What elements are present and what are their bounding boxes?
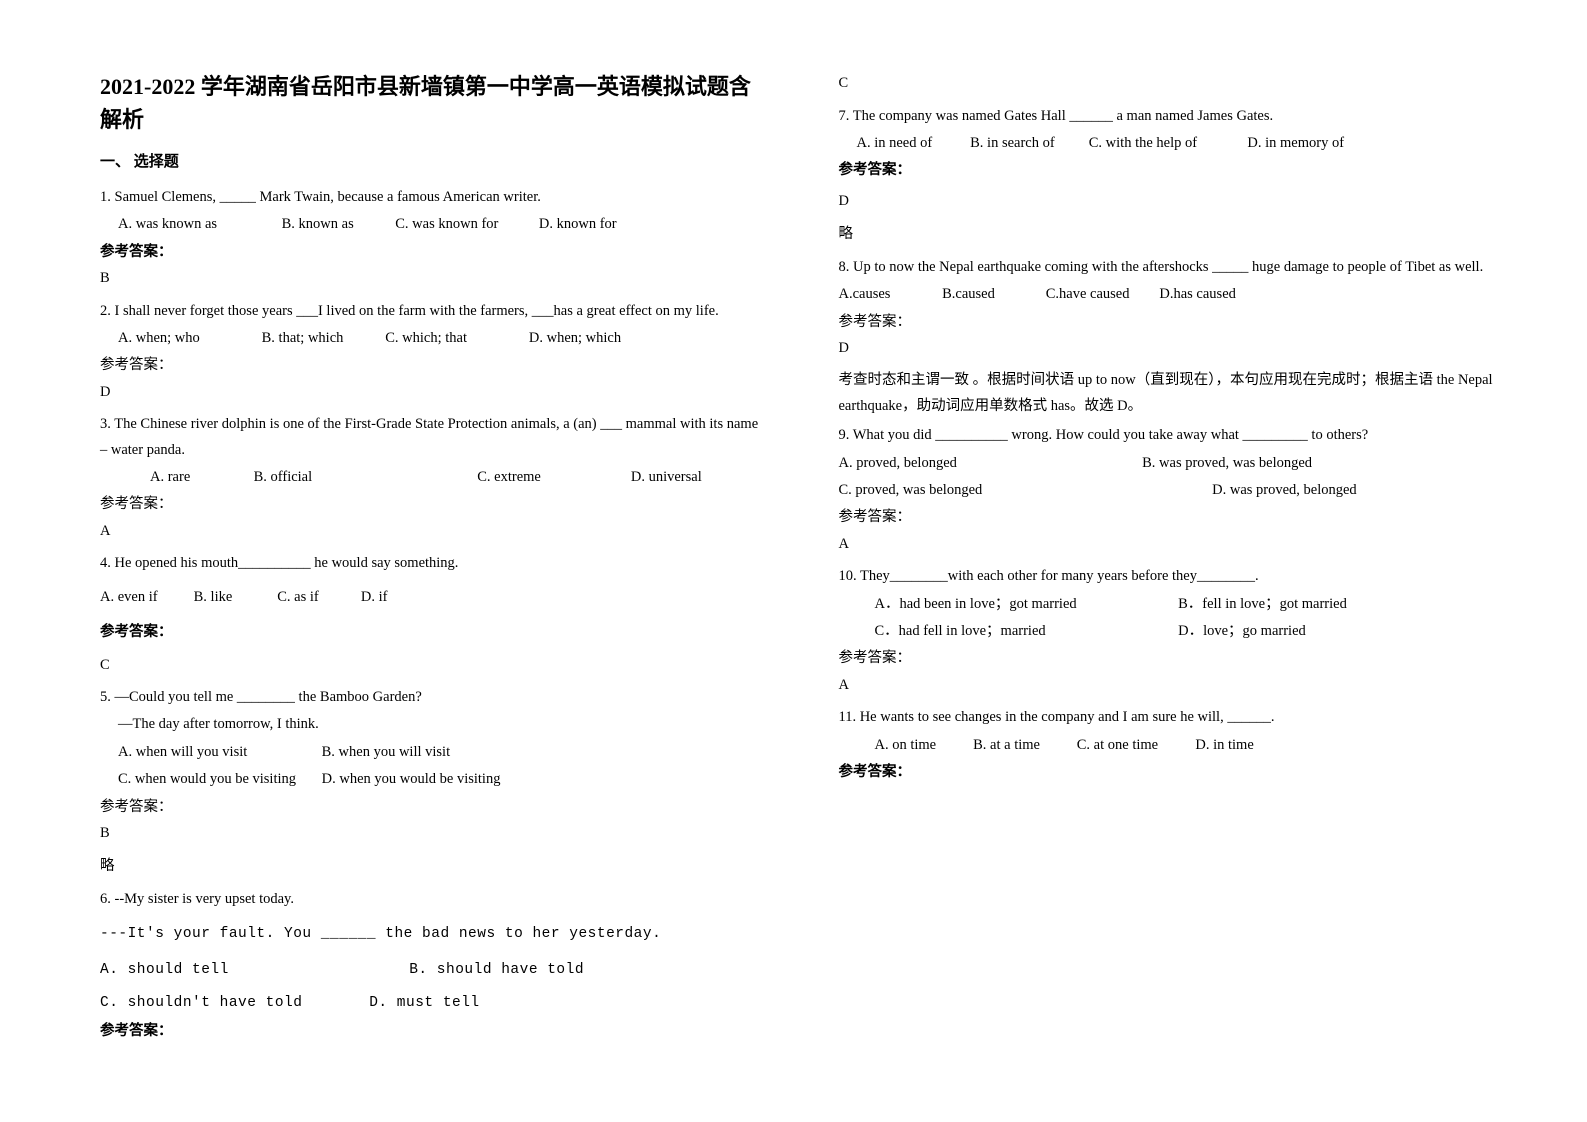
q10-opt-c: C．had fell in love；married bbox=[875, 619, 1175, 644]
q10-opt-a: A．had been in love；got married bbox=[875, 592, 1175, 617]
exam-title: 2021-2022 学年湖南省岳阳市县新墙镇第一中学高一英语模拟试题含解析 bbox=[100, 70, 769, 136]
q8-opt-d: D.has caused bbox=[1159, 282, 1236, 307]
q5-options-row2: C. when would you be visiting D. when yo… bbox=[100, 767, 769, 792]
q4-answer-label: 参考答案： bbox=[100, 620, 769, 645]
q11-opt-d: D. in time bbox=[1195, 733, 1253, 758]
q8-answer: D bbox=[839, 335, 1508, 363]
q10-options-row2: C．had fell in love；married D．love；go mar… bbox=[839, 619, 1508, 644]
q1-opt-a: A. was known as bbox=[118, 212, 278, 237]
q2-opt-b: B. that; which bbox=[262, 326, 382, 351]
q9-options-row2: C. proved, was belonged D. was proved, b… bbox=[839, 478, 1508, 503]
q7-opt-c: C. with the help of bbox=[1089, 131, 1244, 156]
q10-options-row1: A．had been in love；got married B．fell in… bbox=[839, 592, 1508, 617]
q9-opt-b: B. was proved, was belonged bbox=[1142, 451, 1312, 476]
q10-opt-d: D．love；go married bbox=[1178, 619, 1306, 644]
q4-options: A. even if B. like C. as if D. if bbox=[100, 585, 769, 610]
q1-answer: B bbox=[100, 265, 769, 293]
q6-opt-d: D. must tell bbox=[369, 991, 479, 1016]
q3-options: A. rare B. official C. extreme D. univer… bbox=[100, 465, 769, 490]
q2-stem: 2. I shall never forget those years ___I… bbox=[100, 299, 769, 324]
q6-opt-a: A. should tell bbox=[100, 958, 400, 983]
q4-answer: C bbox=[100, 652, 769, 680]
q11-stem: 11. He wants to see changes in the compa… bbox=[839, 705, 1508, 730]
q6-stem1: 6. --My sister is very upset today. bbox=[100, 887, 769, 912]
q7-stem: 7. The company was named Gates Hall ____… bbox=[839, 104, 1508, 129]
q4-opt-b: B. like bbox=[194, 585, 274, 610]
q6-stem2: ---It's your fault. You ______ the bad n… bbox=[100, 922, 769, 947]
q8-answer-label: 参考答案： bbox=[839, 310, 1508, 335]
q5-opt-a: A. when will you visit bbox=[118, 740, 318, 765]
q9-opt-a: A. proved, belonged bbox=[839, 451, 1139, 476]
q3-stem: 3. The Chinese river dolphin is one of t… bbox=[100, 412, 769, 463]
q7-omit: 略 bbox=[839, 221, 1508, 249]
q5-answer-label: 参考答案： bbox=[100, 795, 769, 820]
q9-stem: 9. What you did __________ wrong. How co… bbox=[839, 423, 1508, 448]
q5-answer: B bbox=[100, 820, 769, 848]
exam-page: 2021-2022 学年湖南省岳阳市县新墙镇第一中学高一英语模拟试题含解析 一、… bbox=[100, 70, 1507, 1050]
q10-opt-b: B．fell in love；got married bbox=[1178, 592, 1347, 617]
q6-answer-label: 参考答案： bbox=[100, 1019, 769, 1044]
q3-opt-d: D. universal bbox=[631, 465, 702, 490]
q3-answer: A bbox=[100, 518, 769, 546]
q1-opt-c: C. was known for bbox=[395, 212, 535, 237]
q6-options-row1: A. should tell B. should have told bbox=[100, 958, 769, 983]
q11-opt-a: A. on time bbox=[875, 733, 970, 758]
q8-opt-b: B.caused bbox=[942, 282, 1042, 307]
q1-opt-b: B. known as bbox=[282, 212, 392, 237]
q5-opt-b: B. when you will visit bbox=[322, 740, 451, 765]
q9-answer-label: 参考答案： bbox=[839, 505, 1508, 530]
q2-answer: D bbox=[100, 379, 769, 407]
q6-opt-b: B. should have told bbox=[409, 958, 584, 983]
q8-stem: 8. Up to now the Nepal earthquake coming… bbox=[839, 255, 1508, 280]
q2-options: A. when; who B. that; which C. which; th… bbox=[100, 326, 769, 351]
q1-opt-d: D. known for bbox=[539, 212, 617, 237]
q9-options-row1: A. proved, belonged B. was proved, was b… bbox=[839, 451, 1508, 476]
q9-opt-d: D. was proved, belonged bbox=[1212, 478, 1357, 503]
q10-answer-label: 参考答案： bbox=[839, 646, 1508, 671]
q4-opt-a: A. even if bbox=[100, 585, 190, 610]
q6-answer: C bbox=[839, 70, 1508, 98]
q1-answer-label: 参考答案： bbox=[100, 240, 769, 265]
q6-options-row2: C. shouldn't have told D. must tell bbox=[100, 991, 769, 1016]
q7-opt-a: A. in need of bbox=[857, 131, 967, 156]
q8-options: A.causes B.caused C.have caused D.has ca… bbox=[839, 282, 1508, 307]
q5-opt-c: C. when would you be visiting bbox=[118, 767, 318, 792]
q5-omit: 略 bbox=[100, 853, 769, 881]
q3-opt-b: B. official bbox=[254, 465, 474, 490]
q5-opt-d: D. when you would be visiting bbox=[322, 767, 501, 792]
q9-answer: A bbox=[839, 531, 1508, 559]
q7-options: A. in need of B. in search of C. with th… bbox=[839, 131, 1508, 156]
q3-answer-label: 参考答案： bbox=[100, 492, 769, 517]
q8-opt-a: A.causes bbox=[839, 282, 939, 307]
q11-options: A. on time B. at a time C. at one time D… bbox=[839, 733, 1508, 758]
q8-explain: 考查时态和主谓一致 。根据时间状语 up to now（直到现在），本句应用现在… bbox=[839, 368, 1508, 419]
q1-options: A. was known as B. known as C. was known… bbox=[100, 212, 769, 237]
q3-opt-a: A. rare bbox=[100, 465, 250, 490]
q6-opt-c: C. shouldn't have told bbox=[100, 991, 360, 1016]
q11-answer-label: 参考答案： bbox=[839, 760, 1508, 785]
section-heading: 一、 选择题 bbox=[100, 150, 769, 171]
q11-opt-b: B. at a time bbox=[973, 733, 1073, 758]
q10-stem: 10. They________with each other for many… bbox=[839, 564, 1508, 589]
q5-stem1: 5. —Could you tell me ________ the Bambo… bbox=[100, 685, 769, 710]
q5-stem2: —The day after tomorrow, I think. bbox=[100, 712, 769, 737]
q10-answer: A bbox=[839, 672, 1508, 700]
q7-answer: D bbox=[839, 188, 1508, 216]
q2-opt-a: A. when; who bbox=[118, 326, 258, 351]
q11-opt-c: C. at one time bbox=[1077, 733, 1192, 758]
q4-stem: 4. He opened his mouth__________ he woul… bbox=[100, 551, 769, 576]
q2-opt-c: C. which; that bbox=[385, 326, 525, 351]
q7-opt-d: D. in memory of bbox=[1247, 131, 1344, 156]
q2-answer-label: 参考答案： bbox=[100, 353, 769, 378]
q3-opt-c: C. extreme bbox=[477, 465, 627, 490]
q5-options-row1: A. when will you visit B. when you will … bbox=[100, 740, 769, 765]
q8-opt-c: C.have caused bbox=[1046, 282, 1156, 307]
q2-opt-d: D. when; which bbox=[529, 326, 621, 351]
q4-opt-d: D. if bbox=[361, 585, 388, 610]
q7-opt-b: B. in search of bbox=[970, 131, 1085, 156]
q4-opt-c: C. as if bbox=[277, 585, 357, 610]
q1-stem: 1. Samuel Clemens, _____ Mark Twain, bec… bbox=[100, 185, 769, 210]
q9-opt-c: C. proved, was belonged bbox=[839, 478, 1209, 503]
q7-answer-label: 参考答案： bbox=[839, 158, 1508, 183]
